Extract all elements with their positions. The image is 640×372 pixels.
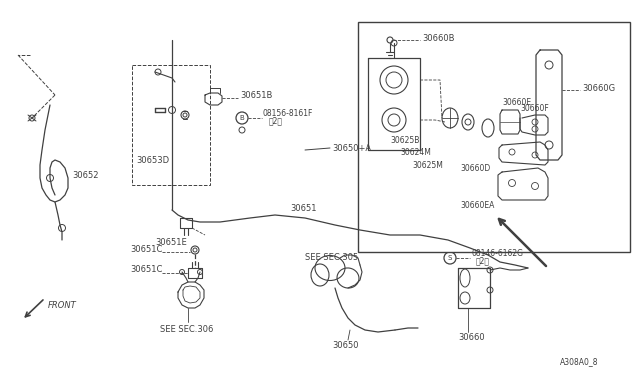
Text: SEE SEC.305: SEE SEC.305 <box>305 253 358 263</box>
Text: S: S <box>448 255 452 261</box>
Text: 30625B: 30625B <box>390 135 419 144</box>
Text: 30651E: 30651E <box>155 237 187 247</box>
Text: 30660E: 30660E <box>502 97 531 106</box>
Text: 30652: 30652 <box>72 170 99 180</box>
Text: 30624M: 30624M <box>400 148 431 157</box>
Text: 30660F: 30660F <box>520 103 548 112</box>
Text: 30660: 30660 <box>458 334 484 343</box>
Text: 30625M: 30625M <box>412 160 443 170</box>
Text: 30660D: 30660D <box>460 164 490 173</box>
Text: 〈2〉: 〈2〉 <box>269 116 283 125</box>
Text: 30653D: 30653D <box>136 155 169 164</box>
Text: 〈2〉: 〈2〉 <box>476 257 490 266</box>
Text: 08156-8161F: 08156-8161F <box>263 109 314 118</box>
Text: 30651C: 30651C <box>130 244 163 253</box>
Text: B: B <box>239 115 244 121</box>
Bar <box>358 22 630 252</box>
Bar <box>132 65 210 185</box>
Text: 30651C: 30651C <box>130 266 163 275</box>
Text: 30651B: 30651B <box>240 90 273 99</box>
Text: 30660G: 30660G <box>582 83 615 93</box>
Text: 30650: 30650 <box>332 340 358 350</box>
Text: 30650+A: 30650+A <box>332 144 371 153</box>
Text: 30651: 30651 <box>290 203 317 212</box>
Text: 08146-6162G: 08146-6162G <box>472 248 524 257</box>
Text: A308A0_8: A308A0_8 <box>560 357 598 366</box>
Text: FRONT: FRONT <box>48 301 77 310</box>
Text: 30660EA: 30660EA <box>460 201 494 209</box>
Text: 30660B: 30660B <box>422 33 454 42</box>
Text: SEE SEC.306: SEE SEC.306 <box>160 326 213 334</box>
